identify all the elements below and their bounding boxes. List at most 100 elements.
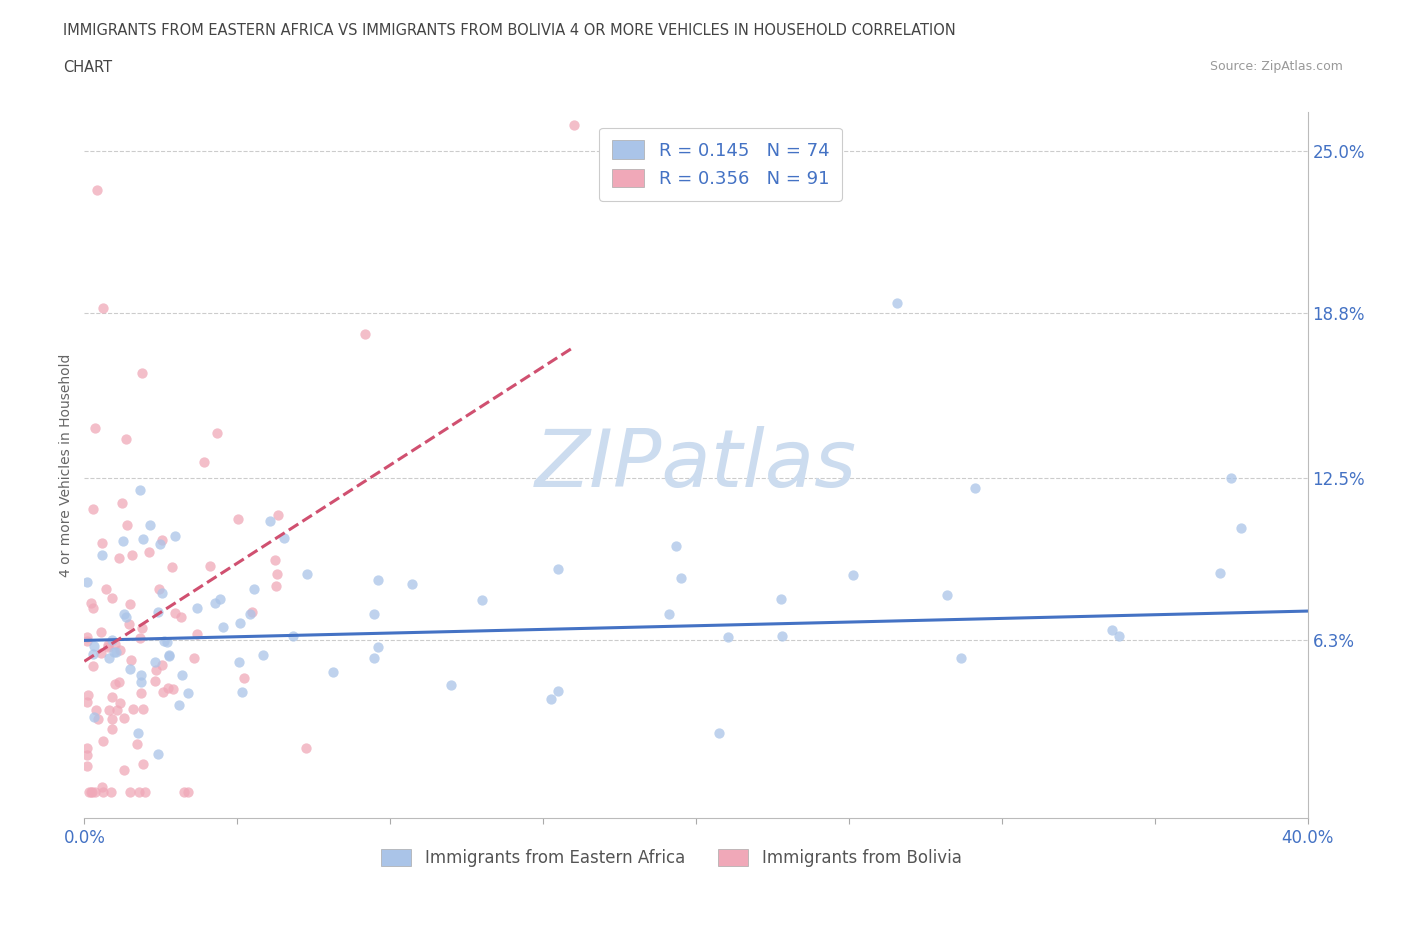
Point: [84, 420, 107, 435]
Point: [440, 678, 463, 693]
Point: [205, 426, 228, 441]
Point: [170, 609, 193, 624]
Point: [363, 650, 385, 665]
Point: [259, 513, 281, 528]
Point: [111, 496, 134, 511]
Point: [1101, 623, 1123, 638]
Point: [367, 572, 389, 587]
Point: [129, 668, 152, 683]
Text: Source: ZipAtlas.com: Source: ZipAtlas.com: [1209, 60, 1343, 73]
Point: [143, 673, 166, 688]
Point: [266, 566, 288, 581]
Point: [658, 606, 681, 621]
Point: [76, 695, 98, 710]
Point: [152, 684, 174, 699]
Point: [252, 647, 274, 662]
Point: [104, 676, 127, 691]
Text: IMMIGRANTS FROM EASTERN AFRICA VS IMMIGRANTS FROM BOLIVIA 4 OR MORE VEHICLES IN : IMMIGRANTS FROM EASTERN AFRICA VS IMMIGR…: [63, 23, 956, 38]
Point: [115, 609, 138, 624]
Point: [112, 606, 135, 621]
Point: [82, 646, 104, 661]
Point: [322, 665, 344, 680]
Point: [273, 530, 295, 545]
Point: [103, 644, 125, 659]
Point: [101, 721, 124, 736]
Point: [90, 625, 112, 640]
Point: [148, 581, 170, 596]
Point: [132, 701, 155, 716]
Point: [108, 551, 131, 565]
Point: [97, 638, 120, 653]
Point: [111, 533, 134, 548]
Point: [90, 548, 112, 563]
Point: [173, 785, 195, 800]
Point: [90, 645, 112, 660]
Point: [98, 702, 121, 717]
Point: [131, 365, 153, 380]
Point: [212, 620, 235, 635]
Point: [115, 432, 138, 446]
Point: [401, 576, 423, 591]
Point: [186, 627, 208, 642]
Point: [150, 532, 173, 547]
Point: [91, 734, 114, 749]
Point: [152, 633, 174, 648]
Point: [354, 326, 377, 341]
Point: [239, 606, 262, 621]
Point: [101, 591, 124, 605]
Point: [264, 578, 287, 593]
Point: [77, 688, 100, 703]
Point: [162, 559, 184, 574]
Point: [120, 597, 142, 612]
Legend: Immigrants from Eastern Africa, Immigrants from Bolivia: Immigrants from Eastern Africa, Immigran…: [375, 843, 969, 873]
Point: [101, 632, 124, 647]
Point: [540, 691, 562, 706]
Point: [83, 639, 105, 654]
Point: [231, 684, 253, 699]
Point: [769, 591, 792, 606]
Point: [82, 659, 104, 674]
Point: [1229, 521, 1251, 536]
Point: [156, 634, 179, 649]
Point: [264, 552, 287, 567]
Point: [128, 631, 150, 645]
Point: [132, 532, 155, 547]
Point: [80, 595, 103, 610]
Point: [547, 562, 569, 577]
Point: [129, 685, 152, 700]
Point: [84, 702, 107, 717]
Point: [86, 182, 108, 197]
Point: [229, 616, 252, 631]
Point: [232, 671, 254, 685]
Point: [120, 662, 142, 677]
Point: [157, 649, 180, 664]
Point: [240, 604, 263, 619]
Text: CHART: CHART: [63, 60, 112, 75]
Point: [101, 689, 124, 704]
Point: [562, 117, 585, 132]
Point: [707, 725, 730, 740]
Point: [471, 592, 494, 607]
Point: [936, 588, 959, 603]
Point: [87, 711, 110, 726]
Point: [162, 682, 184, 697]
Point: [91, 779, 114, 794]
Point: [842, 568, 865, 583]
Point: [186, 601, 208, 616]
Point: [228, 655, 250, 670]
Point: [226, 512, 249, 526]
Point: [243, 582, 266, 597]
Point: [146, 746, 169, 761]
Point: [170, 668, 193, 683]
Point: [157, 680, 180, 695]
Point: [104, 637, 127, 652]
Point: [118, 617, 141, 631]
Point: [76, 630, 98, 644]
Point: [76, 740, 98, 755]
Point: [83, 710, 105, 724]
Point: [132, 757, 155, 772]
Point: [82, 502, 104, 517]
Point: [76, 748, 98, 763]
Point: [950, 651, 973, 666]
Point: [1219, 471, 1241, 485]
